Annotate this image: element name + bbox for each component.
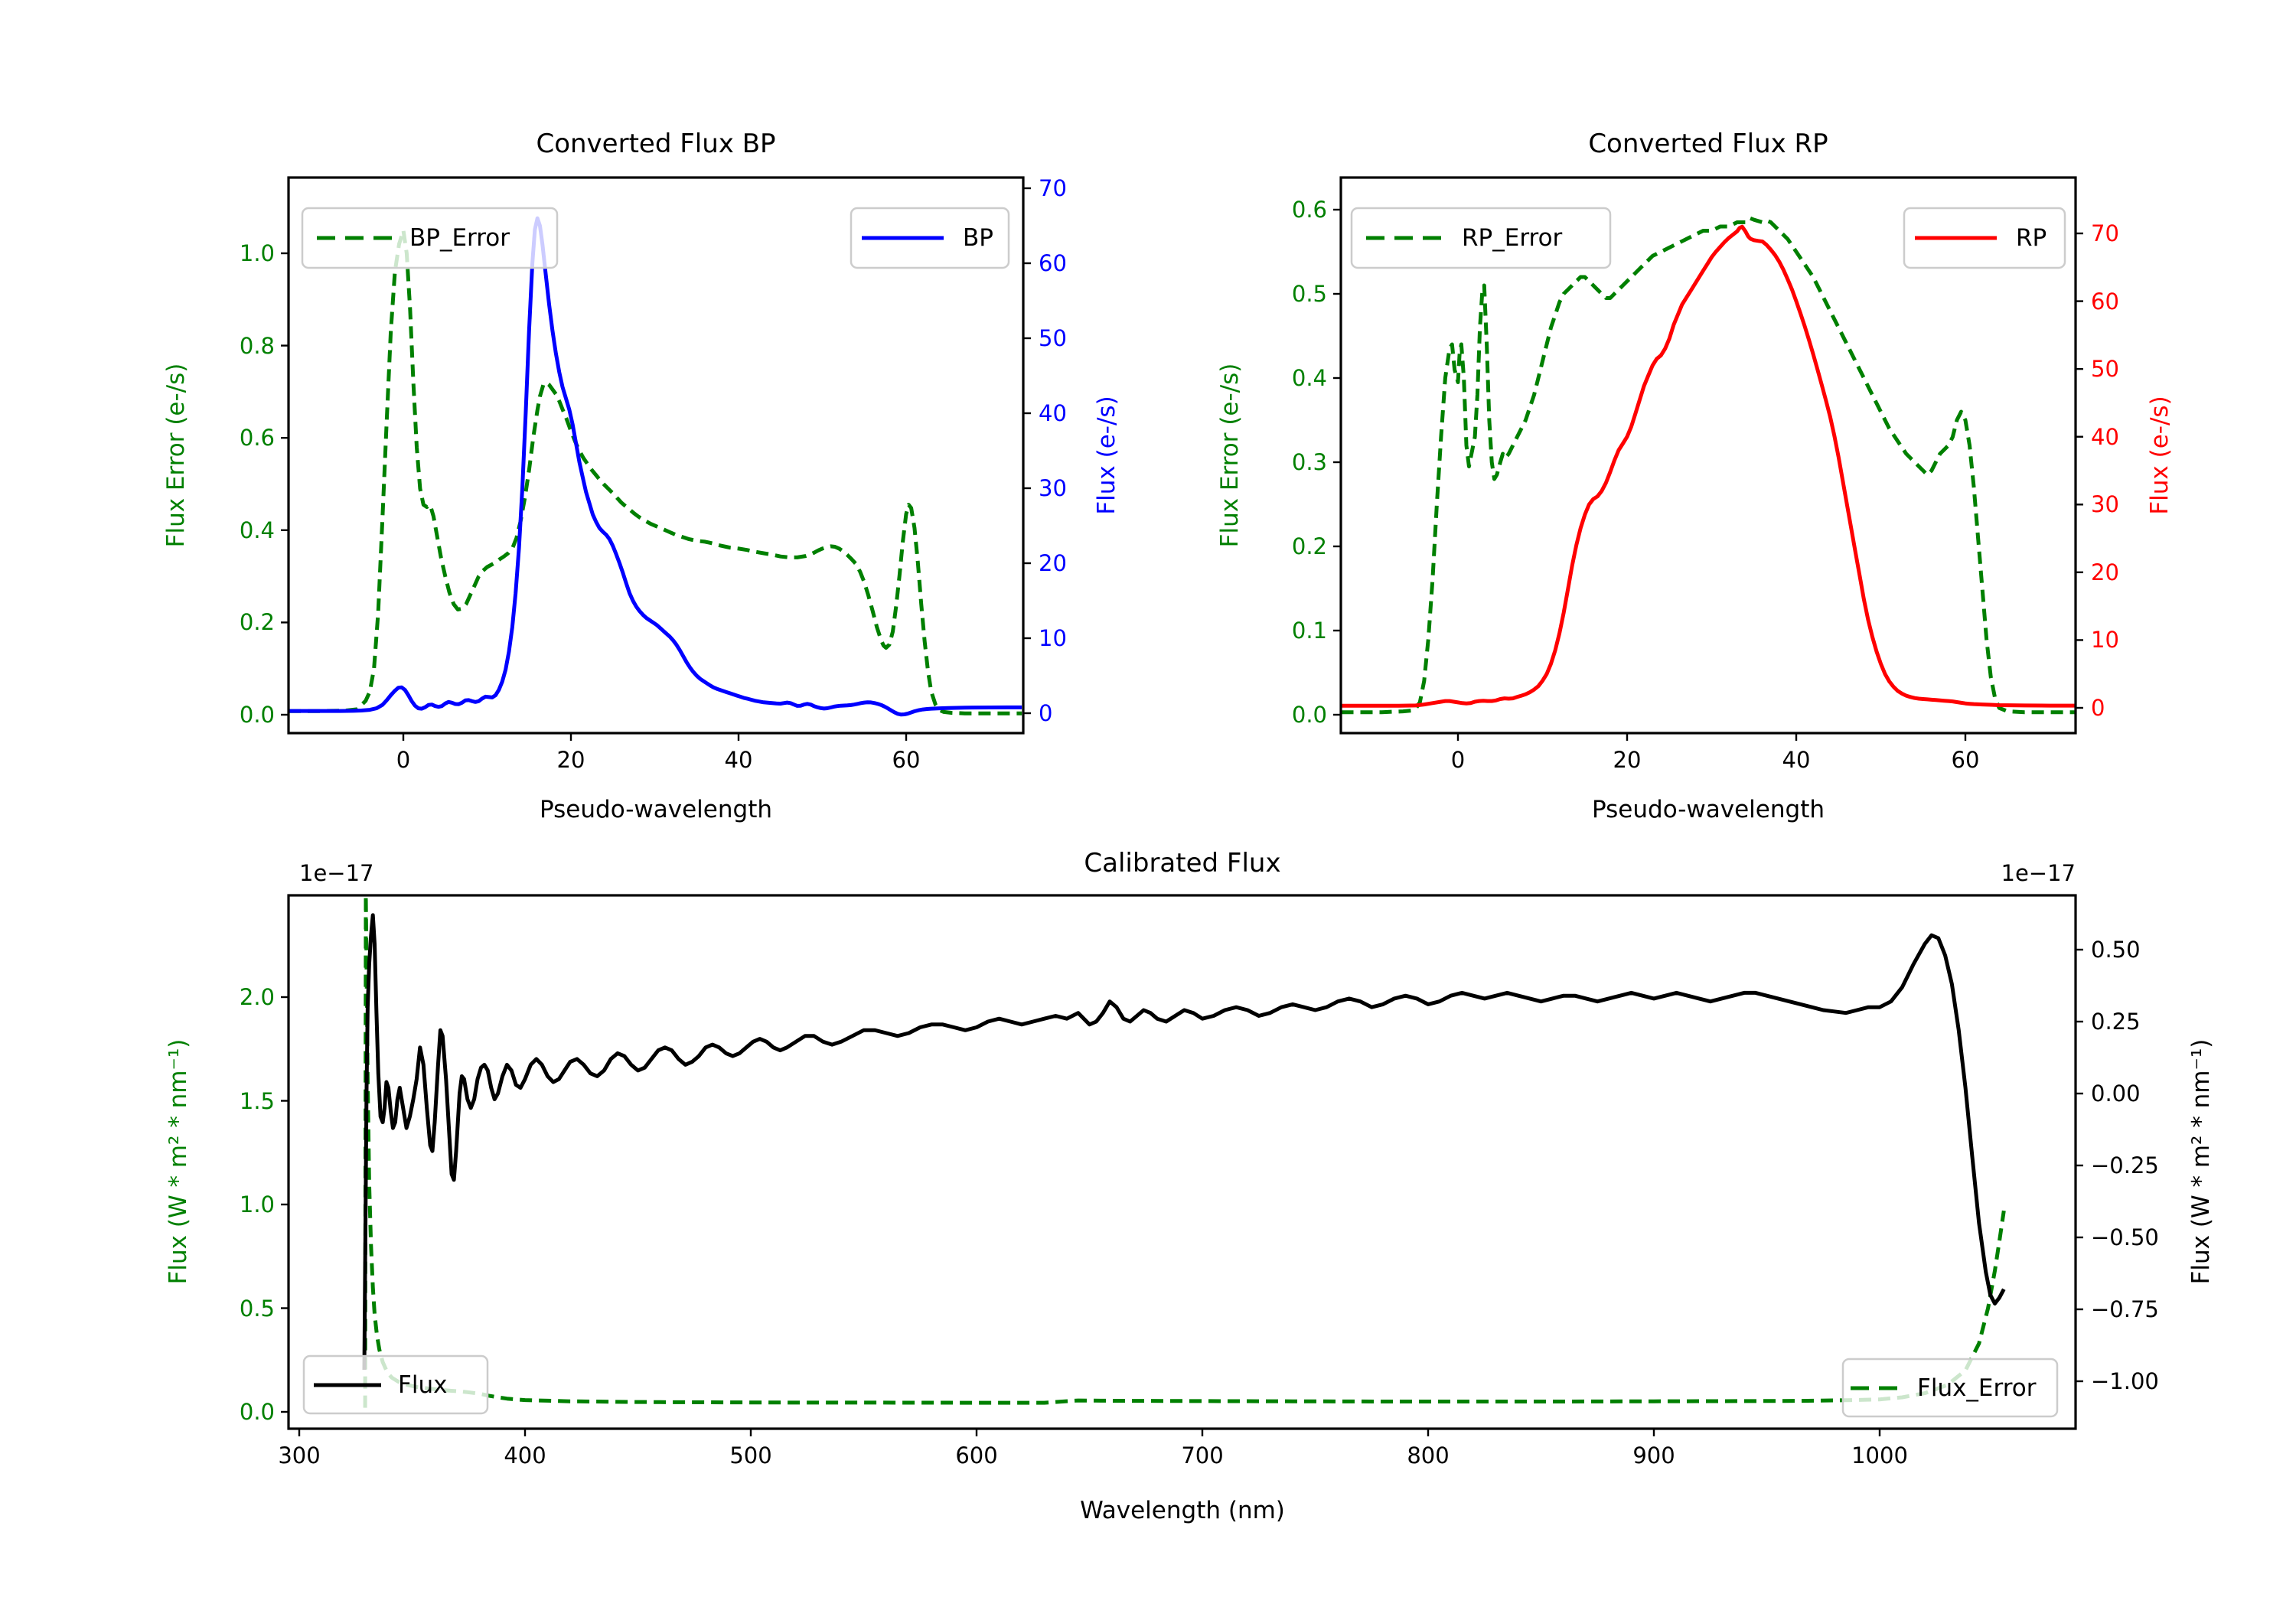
tick-label: 300	[278, 1442, 321, 1468]
tick-label: 0.4	[1291, 365, 1327, 391]
ylabel-rp-right: Flux (e-/s)	[2146, 396, 2174, 515]
legend-box	[1350, 207, 1612, 269]
ylabel-bp-left: Flux Error (e-/s)	[162, 363, 190, 548]
title-bp: Converted Flux BP	[536, 129, 776, 159]
legend-label-rp-error: RP_Error	[1462, 224, 1563, 252]
tick-label: 600	[955, 1442, 998, 1468]
tick-label: 40	[1039, 400, 1067, 426]
legend-label-flux: Flux	[398, 1371, 448, 1399]
tick-label: 500	[729, 1442, 772, 1468]
plot-bp	[281, 176, 1031, 741]
tick-label: 0.4	[239, 517, 275, 543]
axes-frame	[287, 894, 2077, 1430]
tick-label: 50	[1039, 325, 1067, 351]
tick-label: 0.3	[1291, 449, 1327, 475]
axes-frame	[1339, 176, 2077, 735]
tick-label: 60	[2091, 288, 2119, 315]
tick-label: −0.75	[2091, 1296, 2159, 1322]
ylabel-cal-left: Flux (W * m² * nm⁻¹)	[165, 1038, 192, 1285]
curve-rp	[1341, 224, 2076, 708]
tick-label: 0	[1039, 700, 1053, 726]
legend-label-rp: RP	[2016, 224, 2047, 252]
tick-label: 0.50	[2091, 937, 2141, 963]
plot-cal	[281, 894, 2083, 1436]
tick-label: −1.00	[2091, 1368, 2159, 1394]
legend-label-bp: BP	[963, 224, 993, 252]
tick-marks	[1333, 208, 2083, 741]
tick-label: 10	[2091, 627, 2119, 654]
tick-label: 50	[2091, 356, 2119, 383]
tick-label: 0.2	[239, 609, 275, 636]
tick-label: 0.8	[239, 332, 275, 359]
tick-label: 30	[2091, 491, 2119, 518]
tick-label: 40	[2091, 423, 2119, 450]
title-cal: Calibrated Flux	[1084, 848, 1281, 878]
legend-label-flux-error: Flux_Error	[1917, 1374, 2037, 1402]
ylabel-bp-right: Flux (e-/s)	[1093, 396, 1120, 515]
tick-label: 60	[1951, 747, 1980, 773]
xlabel-rp: Pseudo-wavelength	[1591, 796, 1825, 823]
tick-marks	[281, 187, 1031, 741]
offset-text-left: 1e−17	[299, 860, 374, 886]
tick-label: 700	[1181, 1442, 1224, 1468]
tick-label: −0.50	[2091, 1224, 2159, 1250]
tick-label: 20	[2091, 559, 2119, 585]
tick-label: 0.6	[239, 425, 275, 451]
tick-label: 0.2	[1291, 533, 1327, 559]
tick-label: 0.5	[1291, 281, 1327, 307]
tick-label: 70	[1039, 175, 1067, 201]
axes-frame	[287, 176, 1025, 735]
tick-label: 1.5	[239, 1087, 275, 1114]
tick-label: 0.00	[2091, 1081, 2141, 1107]
tick-label: 0.5	[239, 1295, 275, 1322]
tick-label: −0.25	[2091, 1152, 2159, 1178]
tick-label: 40	[724, 747, 753, 773]
tick-label: 900	[1632, 1442, 1675, 1468]
tick-label: 60	[1039, 250, 1067, 276]
curve-bp	[289, 216, 1022, 717]
curve-bp_error	[289, 228, 1022, 715]
tick-label: 30	[1039, 475, 1067, 501]
title-rp: Converted Flux RP	[1588, 129, 1828, 159]
tick-label: 70	[2091, 220, 2119, 246]
tick-label: 1.0	[239, 1191, 275, 1217]
tick-label: 0.1	[1291, 618, 1327, 644]
curve-rp_error	[1341, 216, 2076, 715]
tick-label: 20	[1039, 550, 1067, 576]
tick-label: 0.25	[2091, 1009, 2141, 1035]
tick-label: 0	[2091, 695, 2105, 721]
tick-label: 1.0	[239, 240, 275, 266]
tick-label: 60	[892, 747, 921, 773]
xlabel-cal: Wavelength (nm)	[1080, 1497, 1285, 1524]
tick-label: 20	[1613, 747, 1642, 773]
curve-flux	[362, 913, 2006, 1371]
ylabel-cal-right: Flux (W * m² * nm⁻¹)	[2187, 1038, 2215, 1285]
tick-label: 0.0	[239, 1399, 275, 1425]
tick-label: 0.6	[1291, 197, 1327, 223]
curve-flux_error	[363, 895, 2006, 1408]
tick-label: 800	[1407, 1442, 1450, 1468]
legend-box	[301, 207, 559, 269]
tick-label: 40	[1782, 747, 1811, 773]
tick-label: 0.0	[1291, 702, 1327, 728]
plot-rp	[1333, 176, 2083, 741]
tick-label: 20	[556, 747, 585, 773]
tick-label: 1000	[1851, 1442, 1908, 1468]
legend-label-bp-error: BP_Error	[409, 224, 510, 252]
legend-box	[302, 1354, 489, 1415]
xlabel-bp: Pseudo-wavelength	[539, 796, 773, 823]
tick-label: 10	[1039, 625, 1067, 651]
tick-label: 0.0	[239, 702, 275, 728]
ylabel-rp-left: Flux Error (e-/s)	[1216, 363, 1244, 548]
legend-box	[1841, 1358, 2059, 1418]
tick-label: 0	[396, 747, 411, 773]
tick-label: 400	[504, 1442, 546, 1468]
tick-marks	[281, 948, 2083, 1436]
tick-label: 2.0	[239, 984, 275, 1010]
tick-label: 0	[1450, 747, 1466, 773]
offset-text-right: 1e−17	[2001, 860, 2076, 886]
